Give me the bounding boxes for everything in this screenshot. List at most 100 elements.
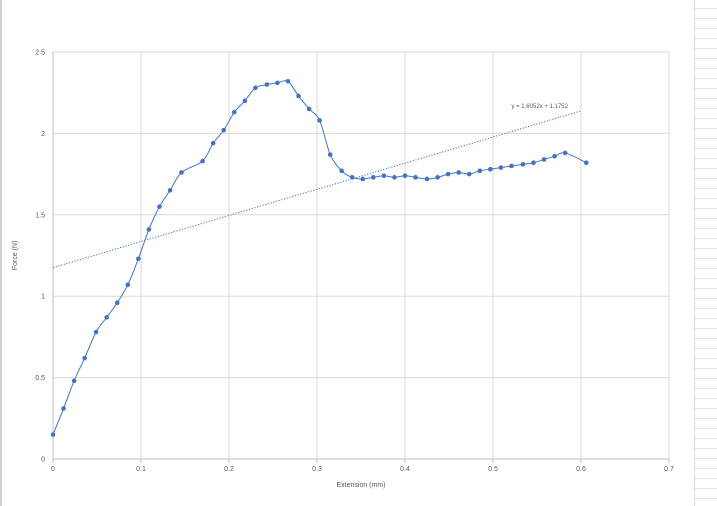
data-point bbox=[327, 152, 333, 157]
gutter-row-line bbox=[695, 448, 717, 449]
gutter-row-line bbox=[695, 408, 717, 409]
gutter-row-line bbox=[695, 438, 717, 439]
y-axis-title: Force (N) bbox=[12, 241, 19, 271]
data-point bbox=[306, 106, 312, 112]
data-point bbox=[114, 300, 120, 306]
gutter-row-line bbox=[695, 88, 717, 89]
data-point bbox=[93, 329, 99, 335]
gutter-row-line bbox=[695, 298, 717, 299]
gutter-row-line bbox=[695, 188, 717, 189]
data-point bbox=[264, 82, 270, 87]
gutter-row-line bbox=[695, 108, 717, 109]
x-tick-label: 0.3 bbox=[312, 466, 322, 473]
gutter-row-line bbox=[695, 38, 717, 39]
data-point bbox=[381, 173, 387, 179]
gutter-row-line bbox=[695, 478, 717, 479]
gutter-row-line bbox=[695, 78, 717, 79]
gutter-row-line bbox=[695, 378, 717, 379]
gutter-row-line bbox=[695, 388, 717, 389]
data-point bbox=[509, 163, 514, 169]
data-point bbox=[167, 188, 173, 193]
data-point bbox=[50, 432, 56, 437]
data-point bbox=[339, 168, 344, 174]
x-tick-label: 0.2 bbox=[224, 466, 234, 473]
data-point bbox=[146, 227, 152, 232]
y-tick-label: 2.5 bbox=[35, 50, 45, 57]
data-point bbox=[531, 160, 536, 166]
gutter-row-line bbox=[695, 268, 717, 269]
data-point bbox=[71, 378, 77, 384]
data-point bbox=[392, 175, 397, 180]
data-point bbox=[136, 256, 141, 262]
data-point bbox=[435, 175, 440, 180]
data-point bbox=[477, 168, 483, 174]
gutter-row-line bbox=[695, 178, 717, 179]
data-point bbox=[498, 165, 504, 170]
data-point bbox=[360, 176, 366, 182]
gutter-row-line bbox=[695, 488, 717, 489]
data-point bbox=[125, 282, 131, 288]
y-tick-label: 1 bbox=[41, 294, 45, 301]
gutter-row-line bbox=[695, 398, 717, 399]
data-point bbox=[445, 171, 451, 177]
x-axis-title: Extension (mm) bbox=[336, 482, 385, 489]
gutter-row-line bbox=[695, 288, 717, 289]
gutter-row-line bbox=[695, 58, 717, 59]
gutter-row-line bbox=[695, 358, 717, 359]
axis-labels: 0 0.5 1 1.5 2 2.5 0 0.1 0.2 0.3 0.4 0.5 0.6 0.7 bbox=[35, 50, 674, 474]
data-point bbox=[541, 157, 547, 162]
gutter-row-line bbox=[695, 418, 717, 419]
sheet-row-gutter bbox=[694, 0, 717, 506]
gutter-row-line bbox=[695, 468, 717, 469]
trendline bbox=[52, 110, 582, 269]
gutter-row-line bbox=[695, 98, 717, 99]
data-point bbox=[552, 153, 557, 159]
data-point bbox=[231, 109, 237, 115]
trendline-equation: y = 1.6052x + 1.1752 bbox=[511, 104, 568, 110]
data-point bbox=[520, 162, 526, 167]
x-tick-label: 0.5 bbox=[488, 466, 498, 473]
y-tick-label: 2 bbox=[41, 131, 45, 138]
gutter-row-line bbox=[695, 428, 717, 429]
data-point bbox=[104, 315, 109, 320]
gutter-row-line bbox=[695, 328, 717, 329]
data-point bbox=[210, 140, 216, 146]
gutter-row-line bbox=[695, 308, 717, 309]
data-point bbox=[82, 355, 87, 361]
chart-axes bbox=[52, 52, 670, 463]
gutter-row-line bbox=[695, 18, 717, 19]
data-point bbox=[61, 406, 66, 411]
data-point bbox=[371, 175, 376, 180]
trendline-group bbox=[52, 110, 582, 269]
gutter-row-line bbox=[695, 318, 717, 319]
gutter-row-line bbox=[695, 68, 717, 69]
data-point bbox=[179, 170, 184, 175]
gutter-row-line bbox=[695, 218, 717, 219]
gutter-row-line bbox=[695, 118, 717, 119]
data-point bbox=[488, 166, 493, 172]
data-point bbox=[285, 79, 291, 84]
x-tick-label: 0.6 bbox=[576, 466, 586, 473]
x-tick-label: 0.7 bbox=[664, 466, 674, 473]
sheet-left-border bbox=[0, 0, 2, 506]
data-point bbox=[402, 173, 408, 179]
gutter-row-line bbox=[695, 48, 717, 49]
gutter-row-line bbox=[695, 348, 717, 349]
gutter-row-line bbox=[695, 338, 717, 339]
gutter-row-line bbox=[695, 228, 717, 229]
gutter-row-line bbox=[695, 158, 717, 159]
gutter-row-line bbox=[695, 248, 717, 249]
gutter-row-line bbox=[695, 138, 717, 139]
data-point bbox=[456, 170, 461, 175]
gutter-row-line bbox=[695, 258, 717, 259]
data-point bbox=[275, 80, 280, 86]
data-point bbox=[221, 127, 227, 133]
data-series bbox=[50, 79, 589, 437]
data-point bbox=[583, 160, 589, 166]
gutter-row-line bbox=[695, 148, 717, 149]
gutter-row-line bbox=[695, 498, 717, 499]
gutter-row-line bbox=[695, 238, 717, 239]
data-point bbox=[296, 93, 301, 99]
